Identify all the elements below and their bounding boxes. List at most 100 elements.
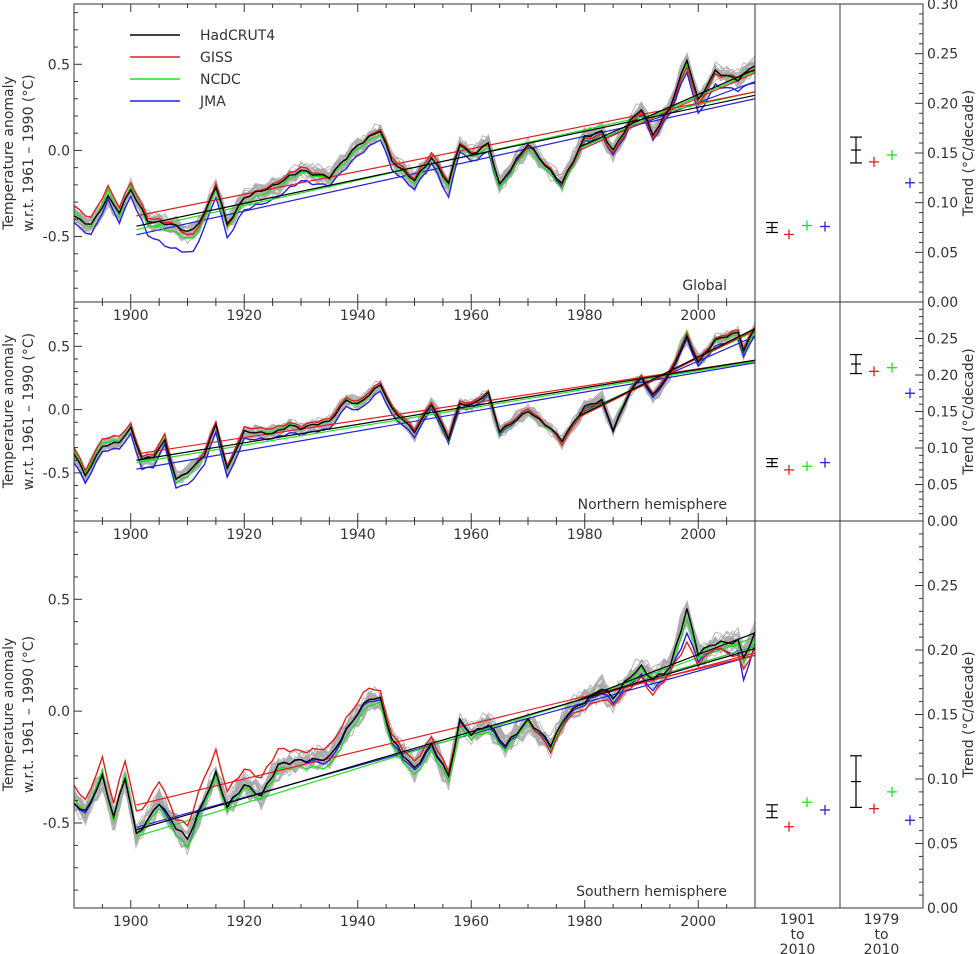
panel-3-xtick-label: 1960 bbox=[453, 914, 489, 930]
panel-3-ensemble-member bbox=[74, 607, 755, 843]
panel-1-ylabel-line2: w.r.t. 1961 – 1990 (°C) bbox=[21, 74, 37, 231]
panel-2-xtick-label: 1960 bbox=[453, 527, 489, 543]
panel-3-trend-tick-label: 0.20 bbox=[927, 643, 958, 659]
panel-3-xtick-label: 2000 bbox=[680, 914, 716, 930]
panel-1-ytick-label: -0.5 bbox=[43, 230, 70, 246]
panel-1-series-hadcrut4 bbox=[74, 61, 755, 232]
panel-2-ensemble-member bbox=[74, 330, 755, 483]
panel-1-series-ncdc bbox=[74, 64, 755, 238]
panel-2-trend-full-ncdc bbox=[136, 361, 755, 462]
panel-2-xtick-label: 1900 bbox=[113, 527, 149, 543]
panel-3-ensemble-member bbox=[74, 613, 755, 839]
panel-1-trend-axis-label: Trend (°C/decade) bbox=[961, 90, 977, 217]
panel-3-trend-axis-label: Trend (°C/decade) bbox=[961, 651, 977, 778]
panel-1-ensemble bbox=[74, 56, 755, 244]
panel-1-ensemble-member bbox=[74, 57, 755, 231]
panel-3-ensemble-member bbox=[74, 623, 755, 846]
panel-1-xtick-label: 1940 bbox=[340, 308, 376, 324]
panel-2-trend-tick-label: 0.25 bbox=[927, 332, 958, 348]
panel-2-trend-frame bbox=[755, 302, 923, 521]
panel-2-trend-recent-giss bbox=[579, 330, 755, 417]
panel-3-ensemble-member bbox=[74, 605, 755, 835]
panel-3-ensemble-member bbox=[74, 604, 755, 844]
panel-1-frame bbox=[74, 4, 755, 302]
panel-3-ensemble-member bbox=[74, 616, 755, 838]
panel-3-ensemble-member bbox=[74, 615, 755, 838]
legend-label-jma: JMA bbox=[199, 94, 226, 110]
panel-1-trend-recent-hadcrut4 bbox=[579, 69, 755, 147]
panel-3-ensemble-member bbox=[74, 612, 755, 844]
panel-3-trend-tick-label: 0.00 bbox=[927, 901, 958, 917]
panel-3-ylabel-line2: w.r.t. 1961 – 1990 (°C) bbox=[21, 636, 37, 793]
panel-3-xtick-label: 1980 bbox=[567, 914, 603, 930]
panel-3-series-hadcrut4 bbox=[74, 609, 755, 840]
panel-2-xtick-label: 2000 bbox=[680, 527, 716, 543]
panel-2-series-group bbox=[74, 327, 755, 488]
panel-2-ensemble-member bbox=[74, 332, 755, 485]
panel-1-ylabel-line1: Temperature anomaly bbox=[1, 76, 17, 231]
panel-1-trend-full-hadcrut4 bbox=[136, 95, 755, 226]
panel-2-trend-axis-label: Trend (°C/decade) bbox=[961, 348, 977, 475]
panel-1-ensemble-member bbox=[74, 58, 755, 233]
panel-3-xtick-label: 1940 bbox=[340, 914, 376, 930]
period-label-2: to bbox=[874, 927, 888, 943]
period-label-1: 2010 bbox=[780, 942, 816, 954]
panel-2-ylabel-line1: Temperature anomaly bbox=[1, 335, 17, 490]
panel-3-series-group bbox=[74, 609, 755, 849]
panel-1-trend-tick-label: 0.05 bbox=[927, 245, 958, 261]
panel-1-xtick-label: 1920 bbox=[226, 308, 262, 324]
panel-1-ensemble-member bbox=[74, 67, 755, 236]
panel-1-trend-frame bbox=[755, 4, 923, 302]
panel-2-ylabel-line2: w.r.t. 1961 – 1990 (°C) bbox=[21, 333, 37, 490]
panel-2-ensemble bbox=[74, 322, 755, 484]
panel-2-trend-tick-label: 0.10 bbox=[927, 441, 958, 457]
panel-2-trend-tick-label: 0.15 bbox=[927, 405, 958, 421]
panel-3-ytick-label: 0.5 bbox=[48, 592, 70, 608]
legend-label-hadcrut4: HadCRUT4 bbox=[200, 28, 275, 44]
panel-3-xtick-label: 1900 bbox=[113, 914, 149, 930]
panel-1-trend-tick-label: 0.15 bbox=[927, 146, 958, 162]
panel-2-ensemble-member bbox=[74, 330, 755, 483]
panel-2-ytick-label: 0.5 bbox=[48, 339, 70, 355]
panel-3-trend-frame bbox=[755, 521, 923, 908]
panel-1-xtick-label: 1960 bbox=[453, 308, 489, 324]
panel-3-ensemble-member bbox=[74, 604, 755, 839]
panel-2-trend-tick-label: 0.00 bbox=[927, 514, 958, 530]
panel-2-trend-tick-label: 0.20 bbox=[927, 368, 958, 384]
panel-1-ensemble-member bbox=[74, 57, 755, 238]
panel-3-trend-tick-label: 0.05 bbox=[927, 837, 958, 853]
panel-3-trend-tick-label: 0.15 bbox=[927, 708, 958, 724]
panel-1-xtick-label: 1900 bbox=[113, 308, 149, 324]
panel-2-series-ncdc bbox=[74, 331, 755, 483]
panel-3-ensemble-member bbox=[74, 606, 755, 847]
panel-1-ensemble-member bbox=[74, 56, 755, 236]
panel-3-trend-full-hadcrut4 bbox=[136, 649, 755, 830]
panel-3-xtick-label: 1920 bbox=[226, 914, 262, 930]
panel-3-frame bbox=[74, 521, 755, 908]
panel-3-ensemble-member bbox=[74, 606, 755, 841]
panel-1-ensemble-member bbox=[74, 62, 755, 235]
panel-2-ensemble-member bbox=[74, 331, 755, 482]
panel-3-trend-recent-hadcrut4 bbox=[579, 633, 755, 700]
panel-2-region-label: Northern hemisphere bbox=[578, 497, 727, 513]
period-label-2: 1979 bbox=[864, 912, 900, 928]
panel-3-region-label: Southern hemisphere bbox=[576, 884, 727, 900]
panel-2-xtick-label: 1980 bbox=[567, 527, 603, 543]
panel-1-region-label: Global bbox=[682, 278, 727, 294]
panel-2-ensemble-member bbox=[74, 335, 755, 481]
panel-2-ytick-label: -0.5 bbox=[43, 466, 70, 482]
period-label-1: 1901 bbox=[780, 912, 816, 928]
panel-1-trend-tick-label: 0.20 bbox=[927, 96, 958, 112]
panel-1-series-giss bbox=[74, 67, 755, 234]
panel-1-ensemble-member bbox=[74, 68, 755, 240]
panel-3-ensemble-member bbox=[74, 607, 755, 844]
panel-2-trend-recent-hadcrut4 bbox=[579, 329, 755, 416]
ensemble-layer bbox=[74, 56, 755, 855]
legend-label-ncdc: NCDC bbox=[200, 72, 241, 88]
panel-2-xtick-label: 1940 bbox=[340, 527, 376, 543]
panel-2-trend-tick-label: 0.05 bbox=[927, 478, 958, 494]
panel-1-trend-tick-label: 0.30 bbox=[927, 0, 958, 13]
panel-2-trend-full-jma bbox=[136, 363, 755, 469]
panel-1-xtick-label: 1980 bbox=[567, 308, 603, 324]
